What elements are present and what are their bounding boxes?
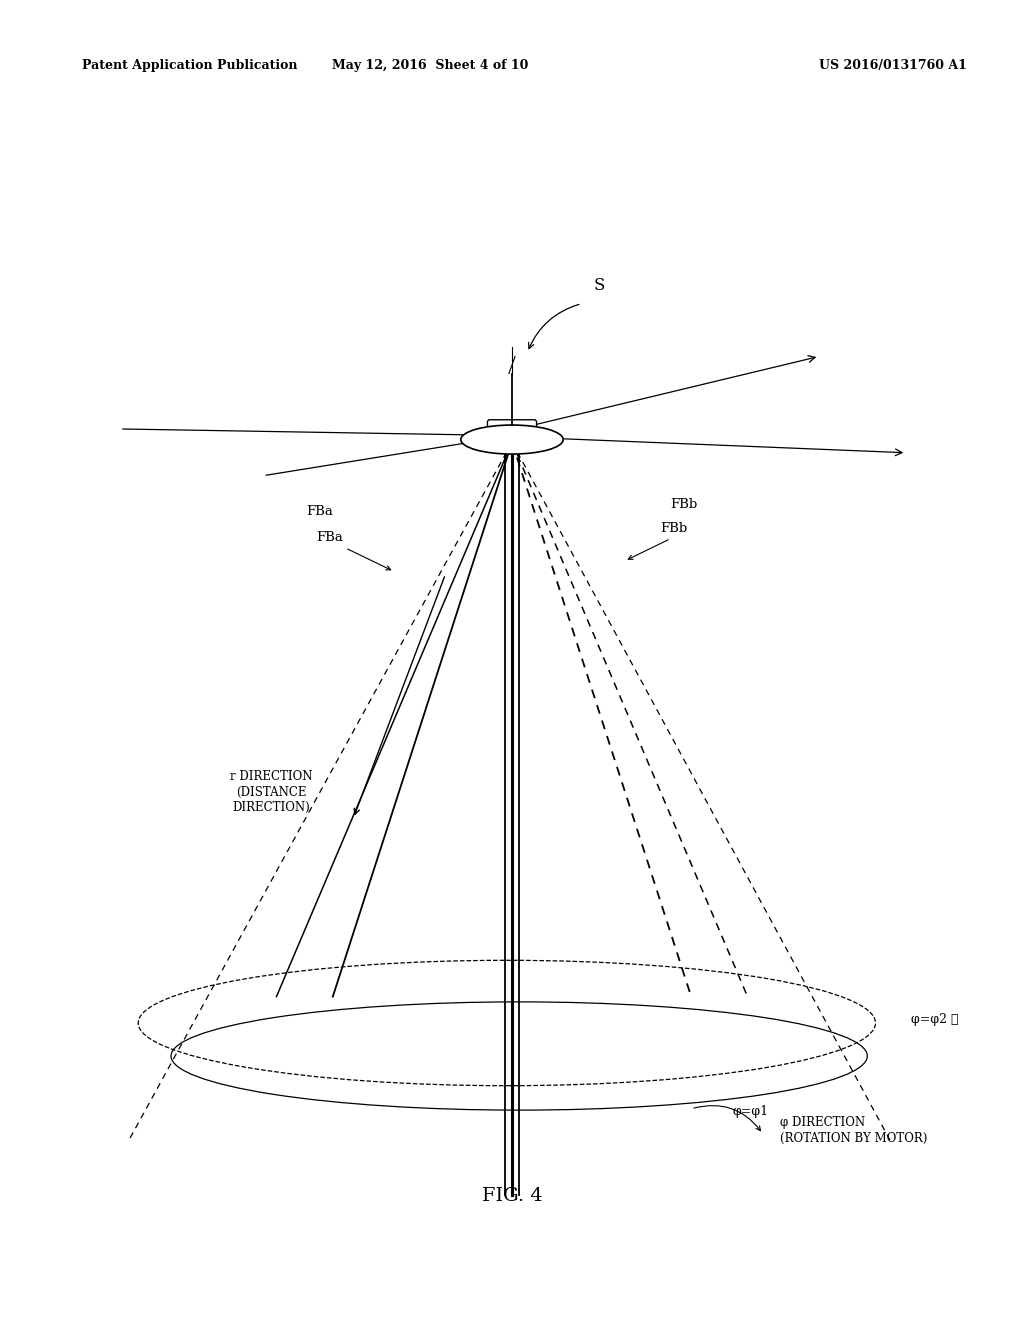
Text: φ=φ2 ⋯: φ=φ2 ⋯	[911, 1012, 958, 1026]
Text: φ=φ1: φ=φ1	[732, 1105, 768, 1118]
Ellipse shape	[461, 425, 563, 454]
Text: US 2016/0131760 A1: US 2016/0131760 A1	[819, 59, 967, 73]
Text: May 12, 2016  Sheet 4 of 10: May 12, 2016 Sheet 4 of 10	[332, 59, 528, 73]
Text: S: S	[593, 277, 605, 294]
Text: FBa: FBa	[306, 504, 333, 517]
Text: φ DIRECTION
(ROTATION BY MOTOR): φ DIRECTION (ROTATION BY MOTOR)	[780, 1115, 928, 1144]
Text: FBa: FBa	[316, 531, 343, 544]
Text: FBb: FBb	[671, 498, 698, 511]
Text: FIG. 4: FIG. 4	[481, 1187, 543, 1205]
Text: FBb: FBb	[660, 521, 688, 535]
Text: Patent Application Publication: Patent Application Publication	[82, 59, 297, 73]
Text: r DIRECTION
(DISTANCE
DIRECTION): r DIRECTION (DISTANCE DIRECTION)	[230, 771, 312, 813]
FancyBboxPatch shape	[487, 420, 537, 451]
